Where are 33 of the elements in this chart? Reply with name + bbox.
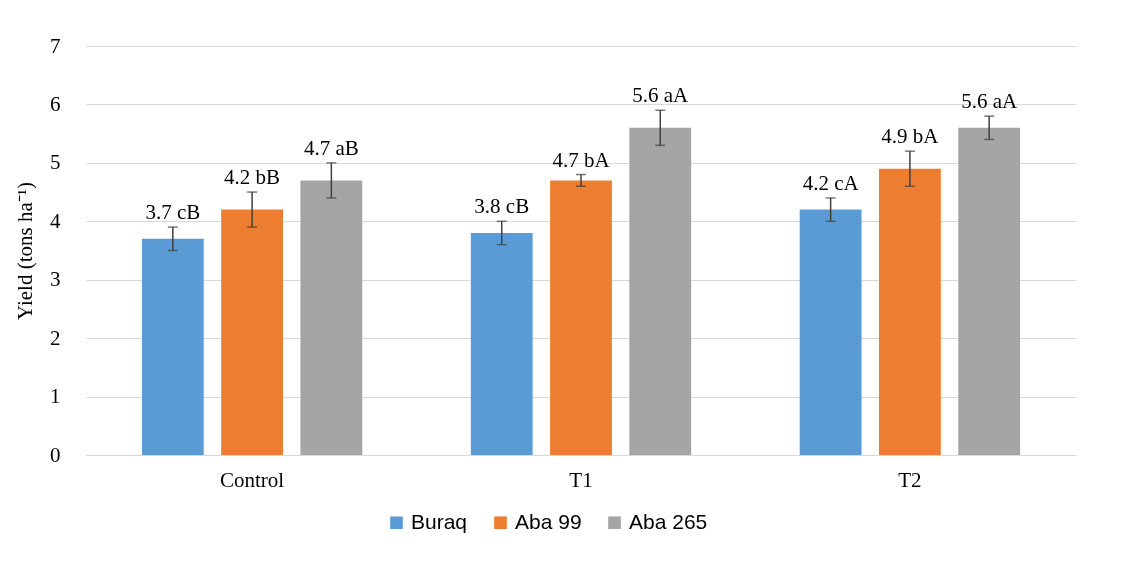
data-label: 5.6 aA <box>632 83 690 108</box>
x-tick-label: T1 <box>569 467 593 492</box>
data-label: 4.2 bB <box>224 165 281 190</box>
data-label: 4.7 aB <box>303 135 359 160</box>
bar <box>300 180 363 455</box>
legend-label: Aba 265 <box>629 509 708 533</box>
y-tick-label: 1 <box>50 384 61 409</box>
legend-label: Buraq <box>411 509 468 533</box>
bar <box>221 209 284 455</box>
bar <box>878 168 941 455</box>
data-label: 4.2 cA <box>802 170 860 195</box>
x-tick-label: T2 <box>898 467 922 492</box>
x-tick-label: Control <box>220 467 285 492</box>
y-tick-label: 7 <box>50 33 61 58</box>
bar <box>629 127 692 455</box>
y-axis-title: Yield (tons ha⁻¹) <box>13 181 37 321</box>
y-tick-label: 5 <box>50 150 61 175</box>
data-label: 5.6 aA <box>961 89 1018 114</box>
y-tick-label: 0 <box>50 442 61 467</box>
data-label: 3.7 cB <box>145 200 201 225</box>
bar <box>470 232 533 455</box>
y-tick-label: 2 <box>50 325 61 350</box>
data-label: 4.9 bA <box>881 124 940 149</box>
data-label: 4.7 bA <box>552 147 611 172</box>
data-label: 3.8 cB <box>474 194 530 219</box>
y-tick-label: 6 <box>50 91 61 116</box>
bar <box>141 238 204 455</box>
y-tick-label: 3 <box>50 267 61 292</box>
bar <box>958 127 1021 455</box>
bar <box>799 209 862 455</box>
legend-label: Aba 99 <box>515 509 582 533</box>
y-tick-label: 4 <box>50 208 61 233</box>
bar <box>550 180 612 455</box>
